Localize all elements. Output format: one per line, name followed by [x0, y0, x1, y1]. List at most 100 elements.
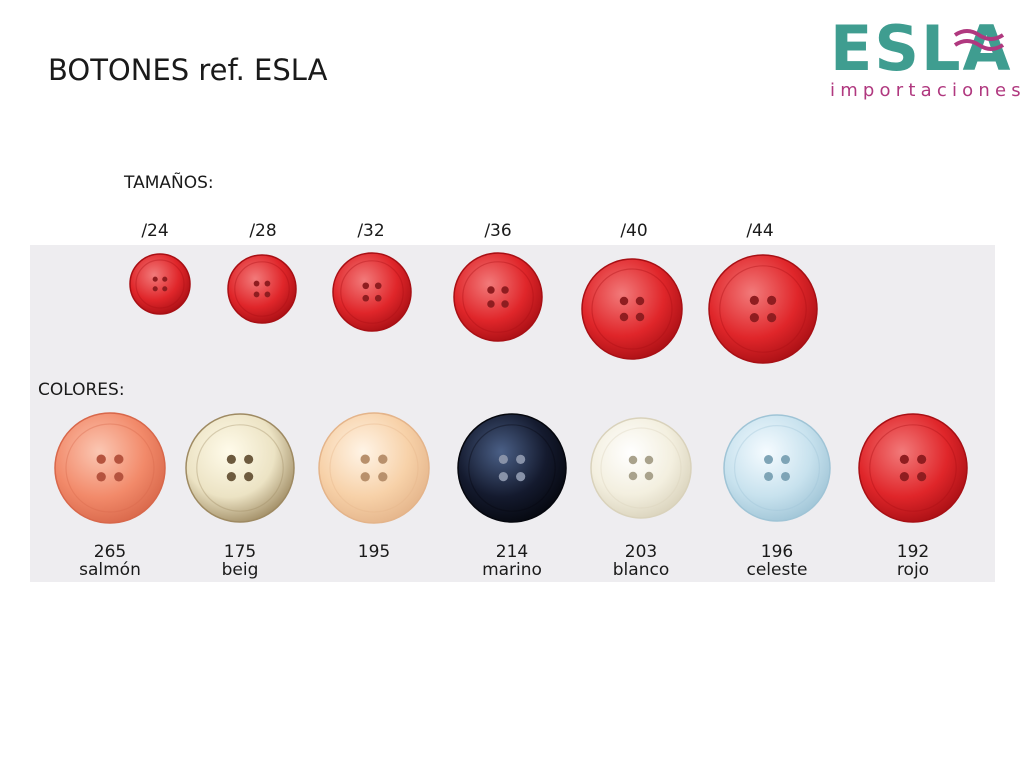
button-hole: [498, 472, 508, 482]
button-rim: [65, 423, 155, 513]
button-hole: [516, 472, 526, 482]
size-label: /36: [484, 221, 511, 241]
button-hole: [264, 291, 271, 298]
color-code: 195: [358, 542, 390, 562]
button-hole: [374, 282, 382, 290]
sizes-label: TAMAÑOS:: [123, 171, 214, 193]
button-hole: [764, 455, 774, 465]
size-label: /24: [141, 221, 168, 241]
size-label: /28: [249, 221, 276, 241]
color-name: marino: [482, 560, 542, 580]
button-hole: [226, 454, 236, 464]
button-hole: [162, 276, 168, 282]
button-hole: [635, 296, 645, 306]
logo-wave: [953, 29, 1005, 51]
button: [581, 258, 683, 360]
logo-tagline: importaciones: [830, 80, 1024, 101]
button-hole: [244, 472, 254, 482]
color-code: 175: [224, 542, 256, 562]
button-rim: [462, 261, 534, 333]
button-hole: [162, 286, 168, 292]
button-hole: [487, 286, 495, 294]
button-hole: [226, 472, 236, 482]
button-hole: [628, 471, 638, 481]
button-hole: [501, 286, 509, 294]
button-hole: [899, 454, 909, 464]
button-hole: [644, 455, 654, 465]
button-rim: [234, 261, 290, 317]
button-hole: [899, 472, 909, 482]
button-hole: [767, 313, 777, 323]
button-hole: [244, 454, 254, 464]
button-hole: [635, 312, 645, 322]
color-code: 214: [496, 542, 528, 562]
button-hole: [374, 294, 382, 302]
buttons: [54, 252, 968, 524]
button-hole: [114, 472, 124, 482]
button-rim: [340, 260, 404, 324]
logo-brand: ESLA: [830, 12, 1013, 85]
button: [129, 253, 191, 315]
color-name: beig: [222, 560, 259, 580]
button-hole: [498, 454, 508, 464]
button-rim: [135, 259, 185, 309]
button-hole: [487, 300, 495, 308]
button-hole: [378, 472, 388, 482]
button: [185, 413, 295, 523]
color-code: 203: [625, 542, 657, 562]
button-hole: [253, 291, 260, 298]
button-hole: [917, 472, 927, 482]
button-hole: [917, 454, 927, 464]
color-name: blanco: [613, 560, 669, 580]
button: [723, 414, 831, 522]
button-rim: [600, 427, 682, 509]
button-rim: [733, 425, 820, 512]
color-name: celeste: [747, 560, 808, 580]
button: [590, 417, 692, 519]
button-hole: [619, 312, 629, 322]
button-hole: [362, 294, 370, 302]
button-hole: [152, 276, 158, 282]
button-hole: [516, 454, 526, 464]
button-hole: [360, 454, 370, 464]
button-hole: [264, 280, 271, 287]
button-hole: [253, 280, 260, 287]
button-hole: [378, 454, 388, 464]
button-hole: [152, 286, 158, 292]
button: [54, 412, 166, 524]
button: [318, 412, 430, 524]
button: [708, 254, 818, 364]
button-hole: [644, 471, 654, 481]
button-hole: [749, 313, 759, 323]
button-rim: [196, 424, 284, 512]
size-label: /32: [357, 221, 384, 241]
color-name: salmón: [79, 560, 141, 580]
button-hole: [96, 472, 106, 482]
button-rim: [719, 265, 807, 353]
button-hole: [628, 455, 638, 465]
title: BOTONES ref. ESLA: [48, 53, 328, 87]
button-hole: [764, 471, 774, 481]
button: [457, 413, 567, 523]
size-label: /44: [746, 221, 773, 241]
button-hole: [619, 296, 629, 306]
button-hole: [360, 472, 370, 482]
button-rim: [468, 424, 556, 512]
button: [227, 254, 297, 324]
size-label: /40: [620, 221, 647, 241]
button: [332, 252, 412, 332]
button-hole: [767, 295, 777, 305]
button-hole: [114, 454, 124, 464]
button-hole: [96, 454, 106, 464]
color-name: rojo: [897, 560, 929, 580]
color-code: 196: [761, 542, 793, 562]
button-hole: [501, 300, 509, 308]
color-code: 192: [897, 542, 929, 562]
button: [453, 252, 543, 342]
button-hole: [749, 295, 759, 305]
color-code: 265: [94, 542, 126, 562]
button-rim: [869, 424, 957, 512]
button: [858, 413, 968, 523]
